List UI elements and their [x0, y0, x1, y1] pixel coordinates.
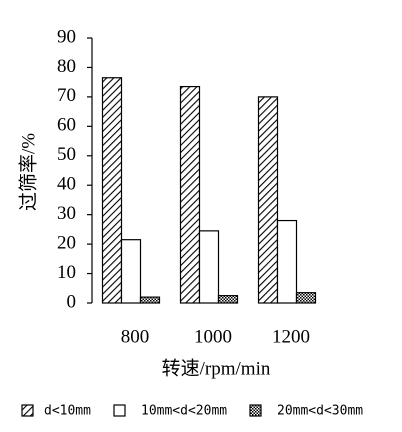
bar — [257, 96, 279, 304]
y-tick-label: 70 — [57, 85, 76, 106]
x-tick-label: 1200 — [272, 326, 310, 347]
legend-swatch — [113, 404, 126, 417]
bar — [295, 292, 317, 304]
y-tick-label: 80 — [57, 56, 76, 77]
legend-label: 20mm<d<30mm — [277, 404, 363, 419]
y-axis-label: 过筛率/% — [17, 133, 39, 211]
legend-swatch — [249, 404, 262, 417]
x-tick-label: 1000 — [194, 326, 232, 347]
bar — [120, 239, 142, 304]
bar — [217, 295, 239, 304]
bar — [139, 296, 161, 304]
y-tick-label: 90 — [57, 26, 76, 47]
y-tick-label: 60 — [57, 115, 76, 136]
y-tick-label: 0 — [67, 291, 77, 312]
legend-label: d<10mm — [44, 404, 91, 419]
bar — [198, 230, 220, 304]
legend-label: 10mm<d<20mm — [141, 404, 227, 419]
bar — [179, 85, 201, 304]
y-tick-label: 20 — [57, 232, 76, 253]
legend-swatch — [21, 404, 34, 417]
x-tick-label: 800 — [121, 326, 150, 347]
bar — [101, 77, 123, 304]
y-tick-label: 50 — [57, 144, 76, 165]
x-axis-label: 转速/rpm/min — [162, 357, 271, 379]
y-tick-label: 30 — [57, 203, 76, 224]
y-tick-label: 40 — [57, 174, 76, 195]
y-tick-label: 10 — [57, 262, 76, 283]
bar — [276, 219, 298, 304]
